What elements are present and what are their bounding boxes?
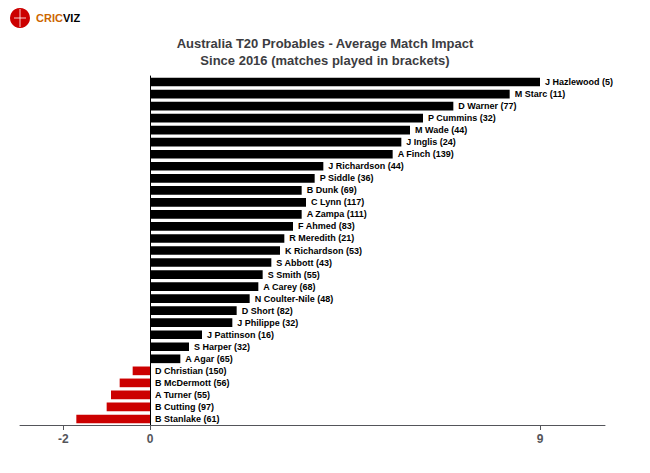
svg-text:S Smith (55): S Smith (55) [268, 270, 320, 280]
svg-text:J Philippe (32): J Philippe (32) [237, 318, 298, 328]
svg-text:K Richardson (53): K Richardson (53) [285, 246, 362, 256]
svg-text:A Carey (68): A Carey (68) [263, 282, 315, 292]
svg-text:C Lynn (117): C Lynn (117) [311, 197, 364, 207]
svg-text:N Coulter-Nile (48): N Coulter-Nile (48) [255, 294, 334, 304]
svg-text:Australia T20 Probables - Aver: Australia T20 Probables - Average Match … [177, 36, 474, 51]
svg-text:M Starc (11): M Starc (11) [515, 89, 566, 99]
svg-text:B Cutting (97): B Cutting (97) [155, 402, 214, 412]
svg-text:J Inglis (24): J Inglis (24) [406, 137, 456, 147]
svg-text:S Harper (32): S Harper (32) [194, 342, 250, 352]
svg-text:A Agar (65): A Agar (65) [185, 354, 232, 364]
svg-text:J Hazlewood (5): J Hazlewood (5) [545, 77, 613, 87]
svg-text:J Richardson (44): J Richardson (44) [328, 161, 404, 171]
svg-text:-2: -2 [58, 432, 69, 446]
svg-text:R Meredith (21): R Meredith (21) [289, 233, 354, 243]
svg-text:Since 2016 (matches played in: Since 2016 (matches played in brackets) [200, 53, 449, 68]
svg-text:D Warner (77): D Warner (77) [458, 101, 516, 111]
svg-text:S Abbott (43): S Abbott (43) [276, 258, 332, 268]
svg-text:CRIC: CRIC [36, 12, 63, 24]
svg-text:J Pattinson (16): J Pattinson (16) [207, 330, 274, 340]
svg-text:VIZ: VIZ [63, 12, 80, 24]
svg-text:F Ahmed (83): F Ahmed (83) [298, 221, 355, 231]
svg-text:P Cummins (32): P Cummins (32) [428, 113, 496, 123]
svg-text:D Christian (150): D Christian (150) [155, 366, 227, 376]
svg-text:A Finch (139): A Finch (139) [398, 149, 454, 159]
svg-text:B McDermott (56): B McDermott (56) [155, 378, 230, 388]
svg-text:A Zampa (111): A Zampa (111) [307, 209, 367, 219]
svg-text:P Siddle (36): P Siddle (36) [320, 173, 374, 183]
svg-text:D Short (82): D Short (82) [242, 306, 293, 316]
svg-text:B Dunk (69): B Dunk (69) [307, 185, 357, 195]
svg-text:9: 9 [537, 432, 544, 446]
svg-text:0: 0 [147, 432, 154, 446]
svg-text:M Wade (44): M Wade (44) [415, 125, 467, 135]
svg-text:B Stanlake (61): B Stanlake (61) [155, 414, 220, 424]
svg-text:A Turner (55): A Turner (55) [155, 390, 210, 400]
